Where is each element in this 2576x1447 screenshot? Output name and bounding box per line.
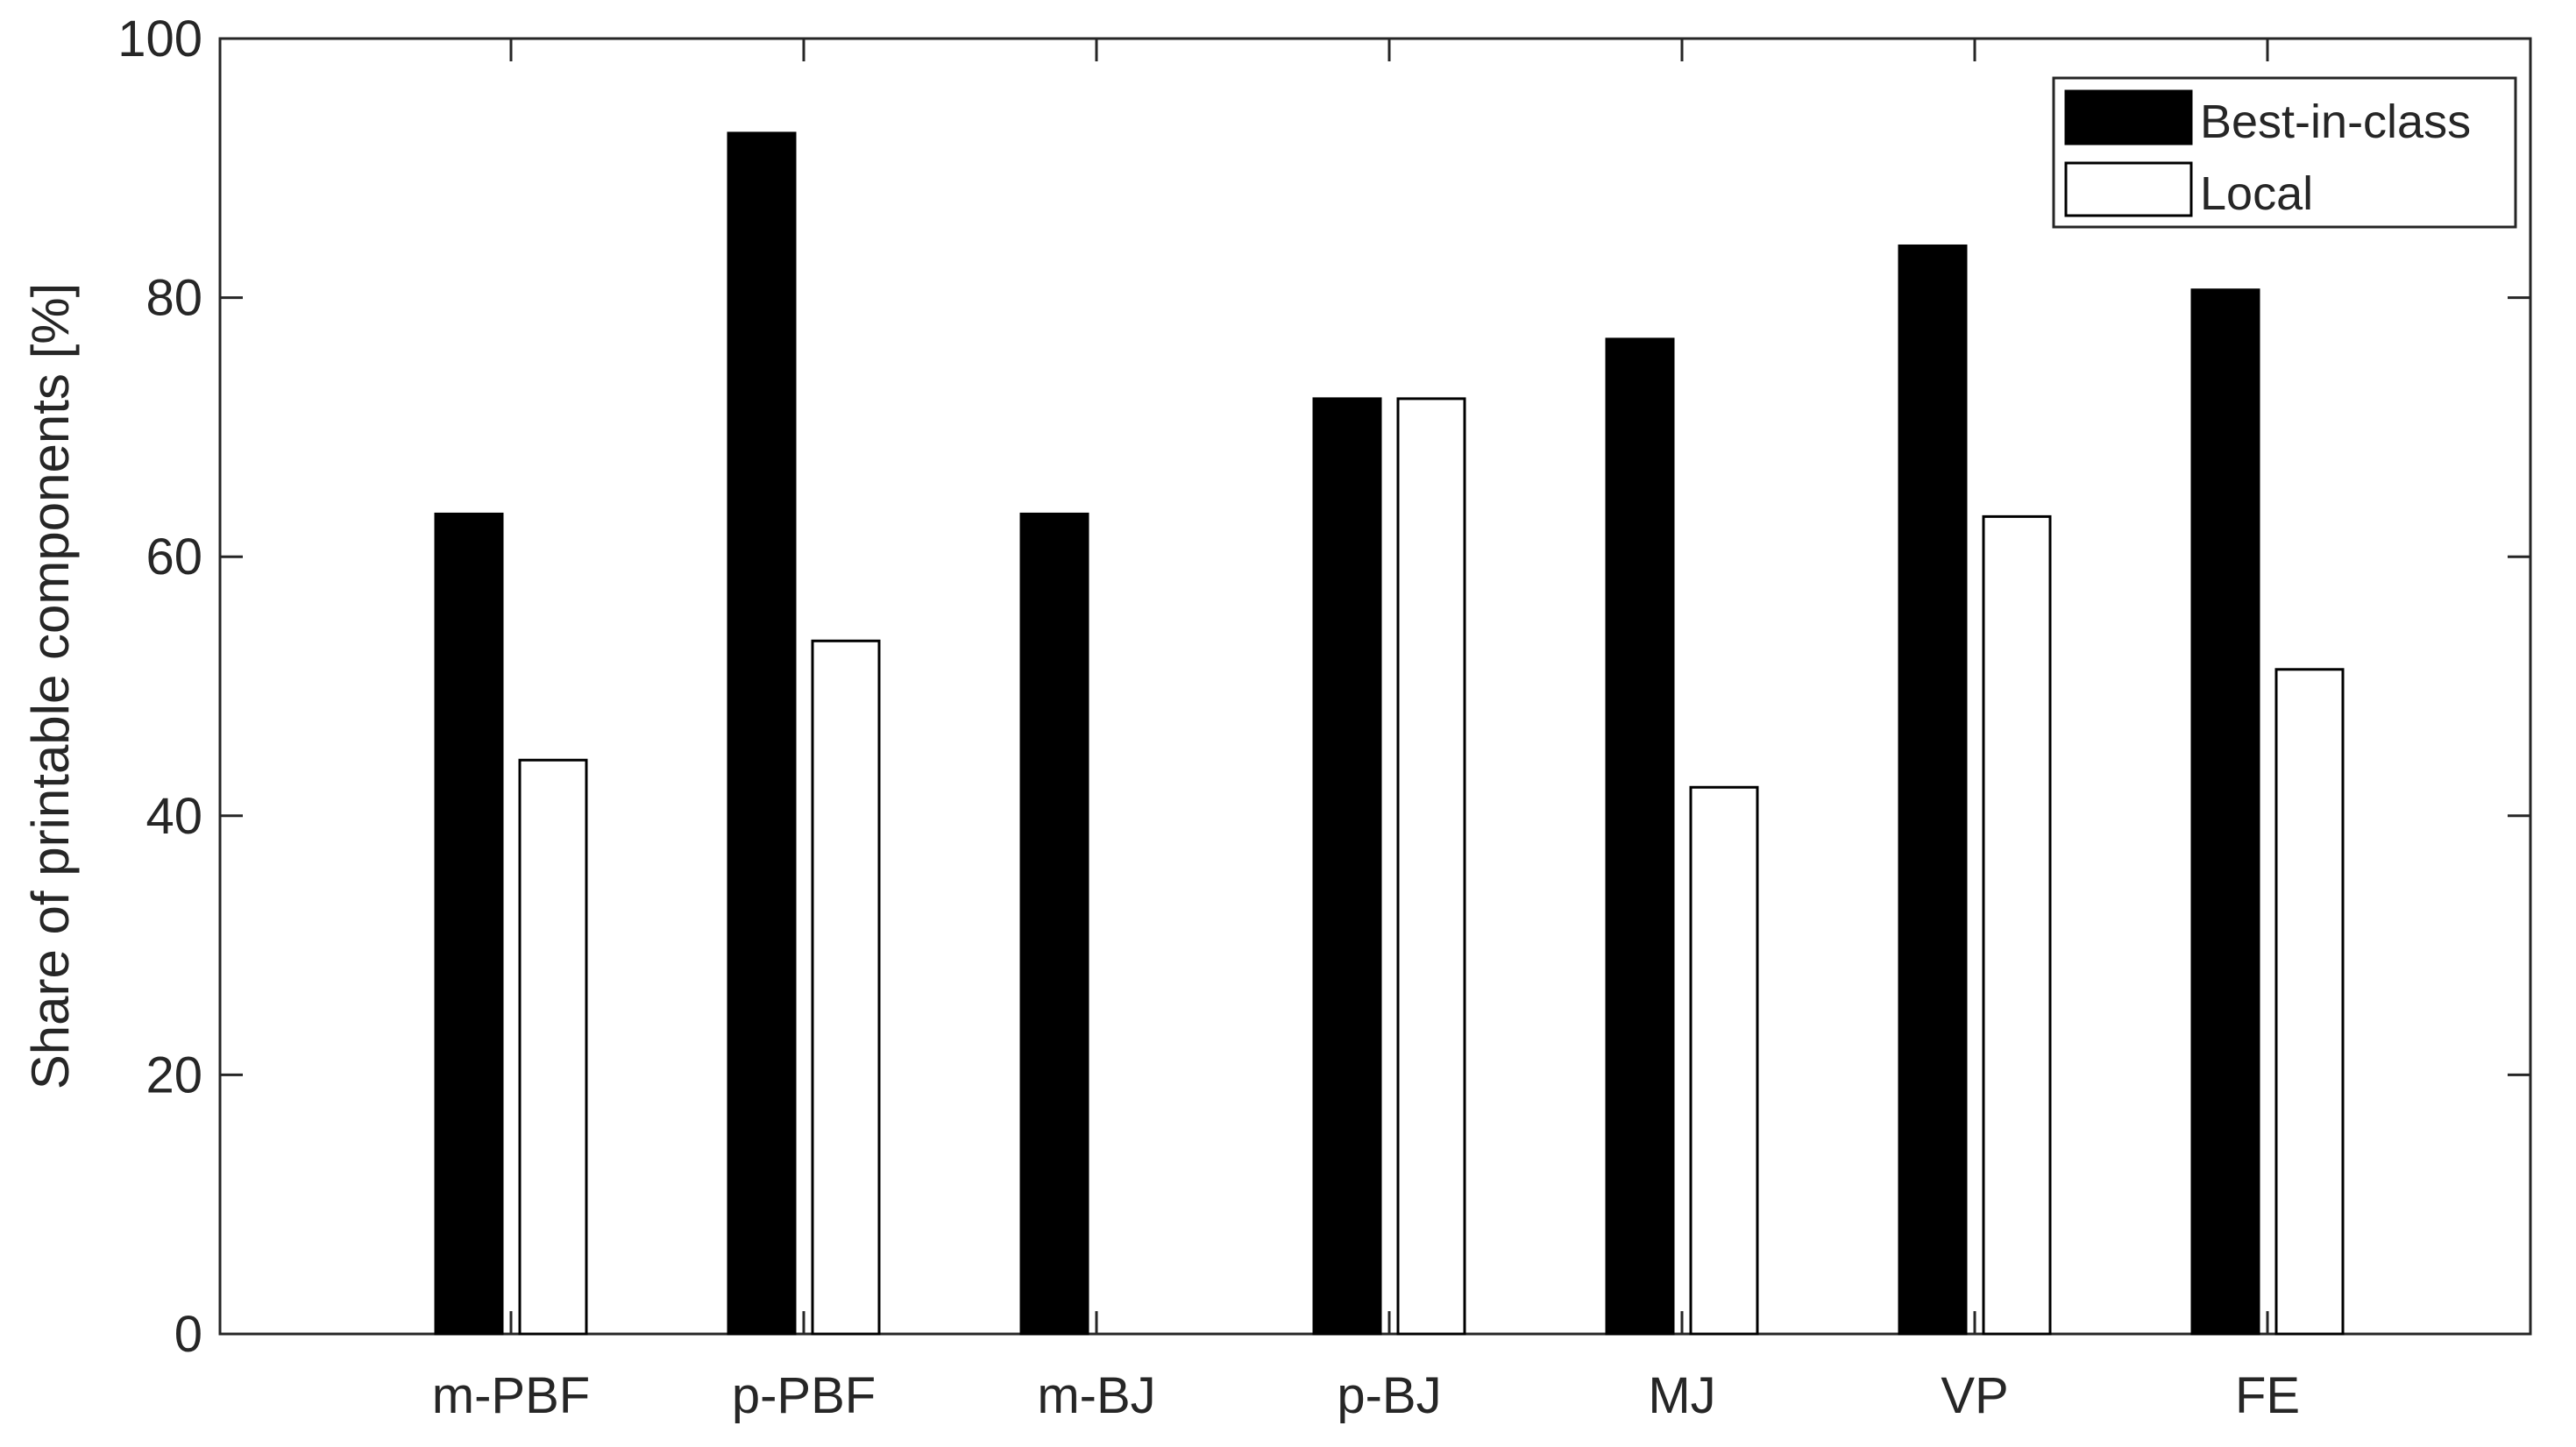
y-axis-label: Share of printable components [%] <box>21 283 80 1090</box>
legend: Best-in-class Local <box>2052 76 2517 229</box>
y-axis-ticks: 0 20 40 60 80 100 <box>117 11 2530 1363</box>
legend-label-best-in-class: Best-in-class <box>2200 96 2471 148</box>
bar-best-in-class-mj <box>1605 337 1675 1336</box>
bar-local-p-bj <box>1396 397 1466 1336</box>
bar-best-in-class-vp <box>1898 244 1968 1336</box>
bar-local-m-pbf <box>518 758 588 1336</box>
bar-local-fe <box>2274 668 2345 1336</box>
x-tick-label-p-bj: p-BJ <box>1337 1367 1441 1424</box>
legend-label-local: Local <box>2200 167 2313 220</box>
bar-best-in-class-m-pbf <box>434 512 504 1336</box>
bar-best-in-class-p-pbf <box>727 131 797 1336</box>
x-tick-label-m-pbf: m-PBF <box>432 1367 590 1424</box>
y-tick-label: 100 <box>117 11 202 67</box>
y-tick-label: 80 <box>145 270 202 327</box>
bar-best-in-class-m-bj <box>1019 512 1089 1336</box>
bar-local-mj <box>1689 785 1759 1336</box>
bar-best-in-class-p-bj <box>1312 397 1382 1336</box>
legend-swatch-best-in-class <box>2064 89 2193 145</box>
y-tick-label: 40 <box>145 788 202 845</box>
y-tick-label: 0 <box>174 1306 202 1363</box>
bar-local-p-pbf <box>811 639 881 1336</box>
x-tick-label-vp: VP <box>1941 1367 2008 1424</box>
x-tick-label-m-bj: m-BJ <box>1037 1367 1155 1424</box>
x-tick-label-fe: FE <box>2235 1367 2300 1424</box>
bars-group <box>434 131 2345 1336</box>
bar-local-vp <box>1982 514 2052 1336</box>
y-tick-label: 60 <box>145 528 202 585</box>
y-tick-label: 20 <box>145 1046 202 1103</box>
x-tick-label-p-pbf: p-PBF <box>732 1367 876 1424</box>
bar-best-in-class-fe <box>2190 288 2260 1336</box>
legend-swatch-local <box>2064 161 2193 217</box>
x-axis-ticks: m-PBF p-PBF m-BJ p-BJ MJ VP FE <box>432 39 2300 1424</box>
x-tick-label-mj: MJ <box>1648 1367 1715 1424</box>
